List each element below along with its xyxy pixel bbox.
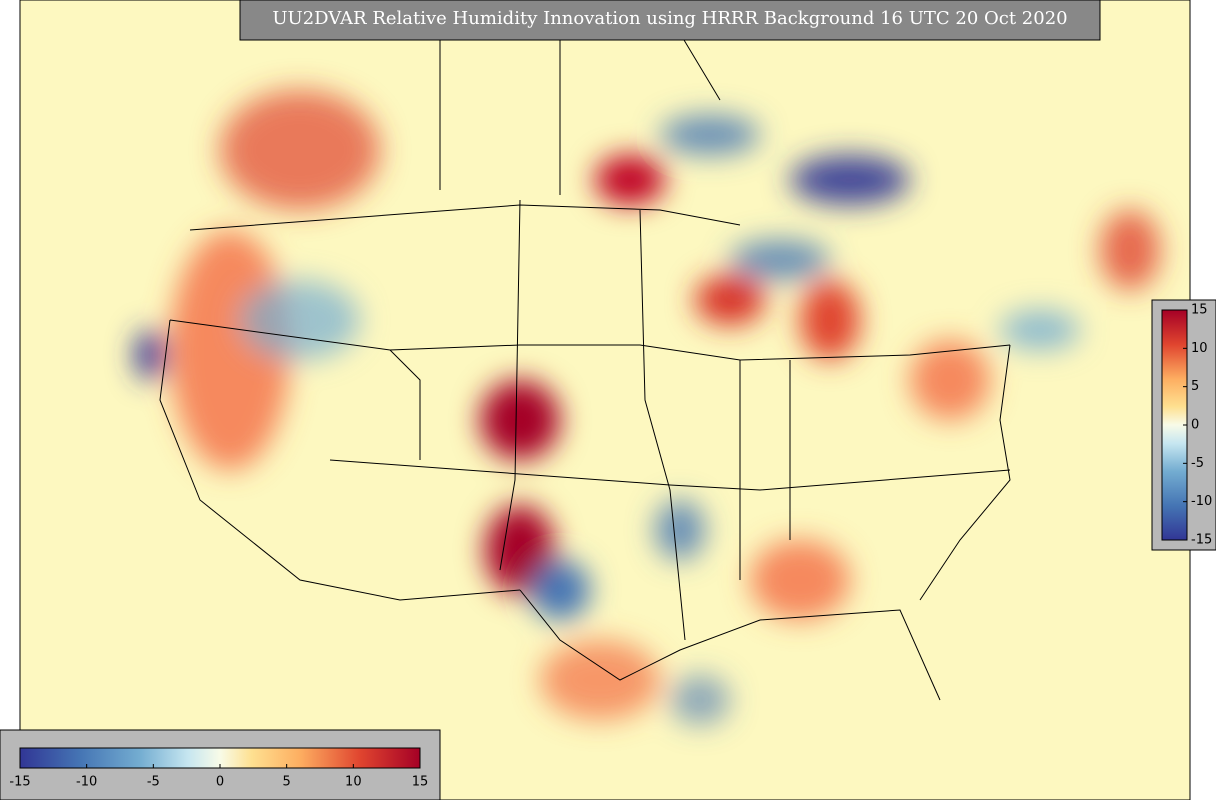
colorbar-tick-label: 15 xyxy=(1191,303,1208,318)
colorbar-tick-label: 0 xyxy=(1191,418,1199,433)
colorbar-tick-label: -5 xyxy=(1191,456,1204,471)
colorbar-tick-label: 15 xyxy=(412,775,429,790)
innovation-field xyxy=(135,90,1160,725)
colorbar-tick-label: -10 xyxy=(76,775,97,790)
map-title: UU2DVAR Relative Humidity Innovation usi… xyxy=(272,8,1067,29)
colorbar-tick-label: -15 xyxy=(9,775,30,790)
colorbar-tick-label: 0 xyxy=(216,775,224,790)
colorbar-tick-label: -10 xyxy=(1191,494,1212,509)
colorbar-tick-label: 5 xyxy=(283,775,291,790)
title-box xyxy=(239,0,1101,41)
colorbar-tick-label: -5 xyxy=(147,775,160,790)
boundaries xyxy=(159,0,1011,701)
colorbar-tick-label: 10 xyxy=(345,775,362,790)
colorbar-vertical xyxy=(1161,309,1188,541)
colorbar-tick-label: -15 xyxy=(1191,533,1212,548)
colorbar-tick-label: 5 xyxy=(1191,379,1199,394)
colorbar-tick-label: 10 xyxy=(1191,341,1208,356)
